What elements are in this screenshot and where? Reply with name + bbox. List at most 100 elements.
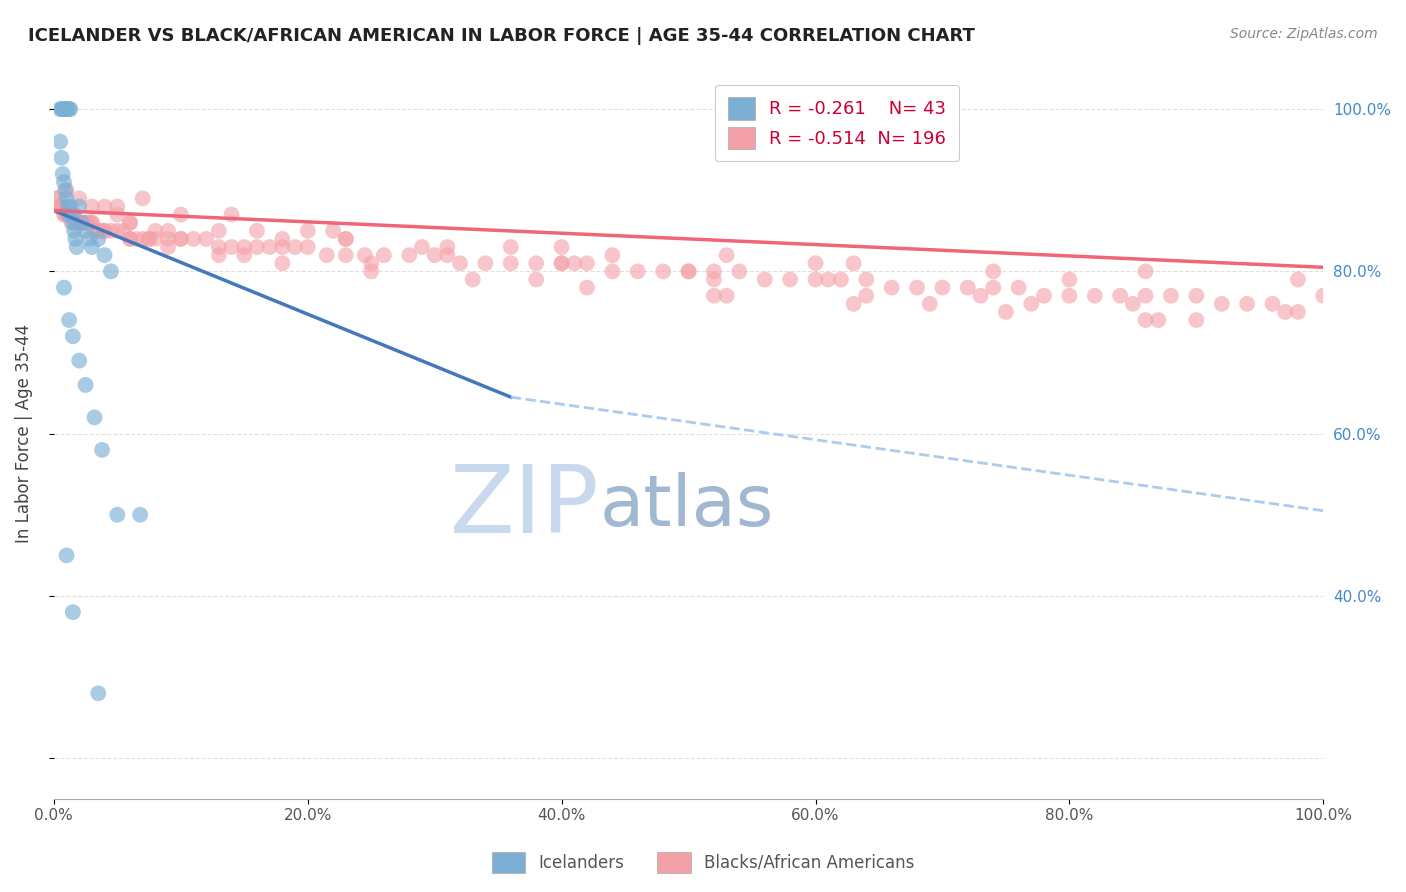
Point [423, 248, 446, 262]
Point [67, 353, 90, 368]
Point [75, 216, 97, 230]
Point [56, 199, 79, 213]
Point [855, 289, 877, 303]
Point [315, 248, 337, 262]
Point [449, 256, 471, 270]
Point [703, 289, 725, 303]
Point [86, 224, 108, 238]
Point [1185, 313, 1208, 327]
Point [233, 248, 256, 262]
Point [75, 216, 97, 230]
Point [830, 272, 852, 286]
Point [1286, 272, 1309, 286]
Point [652, 264, 675, 278]
Point [46, 191, 69, 205]
Point [66, 240, 89, 254]
Point [1007, 280, 1029, 294]
Point [53, 175, 76, 189]
Point [59, 199, 82, 213]
Point [335, 232, 357, 246]
Point [145, 232, 167, 246]
Point [575, 280, 598, 294]
Point [297, 224, 319, 238]
Point [67, 191, 90, 205]
Point [87, 232, 110, 246]
Point [118, 216, 141, 230]
Point [353, 248, 375, 262]
Point [70, 216, 93, 230]
Point [105, 224, 128, 238]
Point [80, 216, 103, 230]
Point [322, 224, 344, 238]
Point [436, 248, 458, 262]
Point [524, 256, 547, 270]
Point [1160, 289, 1182, 303]
Point [562, 256, 585, 270]
Point [1211, 297, 1233, 311]
Point [49, 102, 72, 116]
Point [55, 191, 77, 205]
Point [118, 216, 141, 230]
Point [627, 264, 650, 278]
Point [83, 224, 105, 238]
Point [817, 272, 839, 286]
Point [63, 224, 86, 238]
Point [100, 224, 122, 238]
Point [79, 216, 101, 230]
Point [66, 216, 89, 230]
Point [62, 208, 84, 222]
Point [754, 272, 776, 286]
Point [59, 102, 82, 116]
Legend: Icelanders, Blacks/African Americans: Icelanders, Blacks/African Americans [485, 846, 921, 880]
Point [1147, 313, 1170, 327]
Point [131, 232, 153, 246]
Point [67, 199, 90, 213]
Point [75, 378, 97, 392]
Point [58, 102, 80, 116]
Point [1135, 289, 1157, 303]
Point [79, 232, 101, 246]
Point [728, 264, 751, 278]
Point [1261, 297, 1284, 311]
Point [297, 240, 319, 254]
Point [1312, 289, 1334, 303]
Point [880, 280, 903, 294]
Point [170, 208, 193, 222]
Point [53, 208, 76, 222]
Point [411, 240, 433, 254]
Point [53, 280, 76, 294]
Point [63, 208, 86, 222]
Point [259, 240, 281, 254]
Point [678, 264, 700, 278]
Point [779, 272, 801, 286]
Point [1135, 313, 1157, 327]
Point [716, 248, 738, 262]
Point [91, 224, 114, 238]
Point [138, 232, 160, 246]
Point [51, 151, 73, 165]
Point [129, 508, 152, 522]
Point [118, 232, 141, 246]
Point [51, 102, 73, 116]
Point [602, 248, 624, 262]
Point [1274, 305, 1296, 319]
Point [73, 216, 96, 230]
Point [52, 199, 75, 213]
Point [981, 264, 1004, 278]
Point [499, 240, 522, 254]
Point [284, 240, 307, 254]
Point [271, 232, 294, 246]
Point [335, 248, 357, 262]
Point [461, 272, 484, 286]
Point [550, 240, 572, 254]
Point [100, 264, 122, 278]
Point [246, 224, 269, 238]
Point [65, 232, 87, 246]
Point [62, 216, 84, 230]
Point [550, 256, 572, 270]
Point [905, 280, 928, 294]
Point [373, 248, 395, 262]
Point [436, 240, 458, 254]
Point [221, 208, 243, 222]
Point [157, 232, 180, 246]
